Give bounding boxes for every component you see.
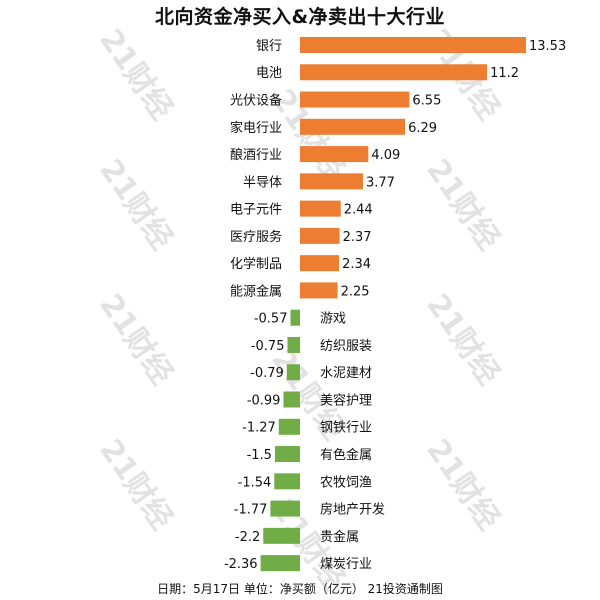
chart-footer: 日期：5月17日 单位：净买额（亿元） 21投资通制图: [157, 582, 443, 596]
bar: [263, 527, 300, 544]
category-label: 美容护理: [320, 392, 372, 408]
category-label: 电池: [256, 66, 282, 81]
watermark-logo: 21财经: [419, 433, 506, 536]
category-label: 酿酒行业: [230, 147, 282, 163]
bar: [278, 418, 300, 435]
category-label: 半导体: [243, 175, 282, 190]
bar: [260, 555, 300, 572]
data-label: -1.54: [238, 475, 272, 490]
bar: [286, 364, 300, 381]
bar: [300, 146, 369, 163]
watermark-logo: 21财经: [92, 23, 179, 126]
bar: [300, 255, 340, 272]
bar: [283, 391, 300, 408]
category-label: 医疗服务: [230, 229, 282, 245]
bar: [274, 473, 300, 490]
category-label: 纺织服装: [320, 339, 372, 354]
bar: [300, 227, 340, 244]
category-label: 农牧饲渔: [320, 475, 372, 490]
bar: [300, 37, 526, 53]
bars: [260, 37, 526, 572]
data-label: -1.77: [234, 503, 268, 518]
data-label: -0.79: [250, 366, 284, 381]
category-label: 光伏设备: [230, 92, 282, 108]
data-label: -0.99: [247, 393, 281, 408]
category-label: 贵金属: [320, 529, 359, 545]
watermark-logo: 21财经: [92, 288, 179, 391]
data-label: 13.53: [529, 39, 566, 54]
data-label: 11.2: [490, 66, 519, 81]
data-label: 6.55: [412, 93, 441, 108]
watermark-logo: 21财经: [92, 153, 179, 256]
watermark-logo: 21财经: [92, 433, 179, 536]
bar: [300, 173, 363, 190]
chart-title: 北向资金净买入&净卖出十大行业: [154, 6, 446, 28]
data-label: 2.25: [341, 284, 370, 299]
bar: [274, 446, 300, 463]
data-label: -1.5: [247, 448, 272, 463]
data-label: -1.27: [242, 421, 276, 436]
data-label: 3.77: [366, 175, 395, 190]
data-label: 4.09: [371, 148, 400, 163]
category-label: 房地产开发: [320, 502, 385, 518]
category-label: 家电行业: [230, 120, 282, 136]
data-label: -0.75: [251, 339, 285, 354]
category-label: 钢铁行业: [320, 421, 372, 436]
watermark-logo: 21财经: [419, 288, 506, 391]
data-label: 2.34: [342, 257, 371, 272]
category-label: 游戏: [320, 312, 346, 327]
bar: [287, 336, 300, 353]
bar: [300, 64, 488, 81]
data-label: 6.29: [408, 121, 437, 136]
bar: [300, 118, 406, 135]
data-label: -2.36: [224, 557, 258, 572]
bar: [300, 282, 338, 299]
category-label: 煤炭行业: [320, 557, 372, 572]
bar: [290, 309, 300, 326]
bar: [300, 200, 341, 217]
data-label: 2.44: [344, 203, 373, 218]
labels: 银行 13.53 电池 11.2 光伏设备 6.55 家电行业 6.29 酿酒行业 4.09 半导体…: [224, 39, 566, 572]
data-label: -0.57: [254, 312, 288, 327]
category-label: 能源金属: [230, 283, 282, 299]
category-label: 银行: [256, 39, 282, 54]
bar: [270, 500, 300, 517]
category-label: 有色金属: [320, 447, 372, 463]
data-label: -2.2: [235, 530, 260, 545]
watermark-logo: 21财经: [419, 153, 506, 256]
data-label: 2.37: [343, 230, 372, 245]
category-label: 化学制品: [230, 256, 282, 272]
bar: [300, 91, 410, 108]
category-label: 电子元件: [230, 203, 282, 218]
category-label: 水泥建材: [320, 366, 372, 381]
